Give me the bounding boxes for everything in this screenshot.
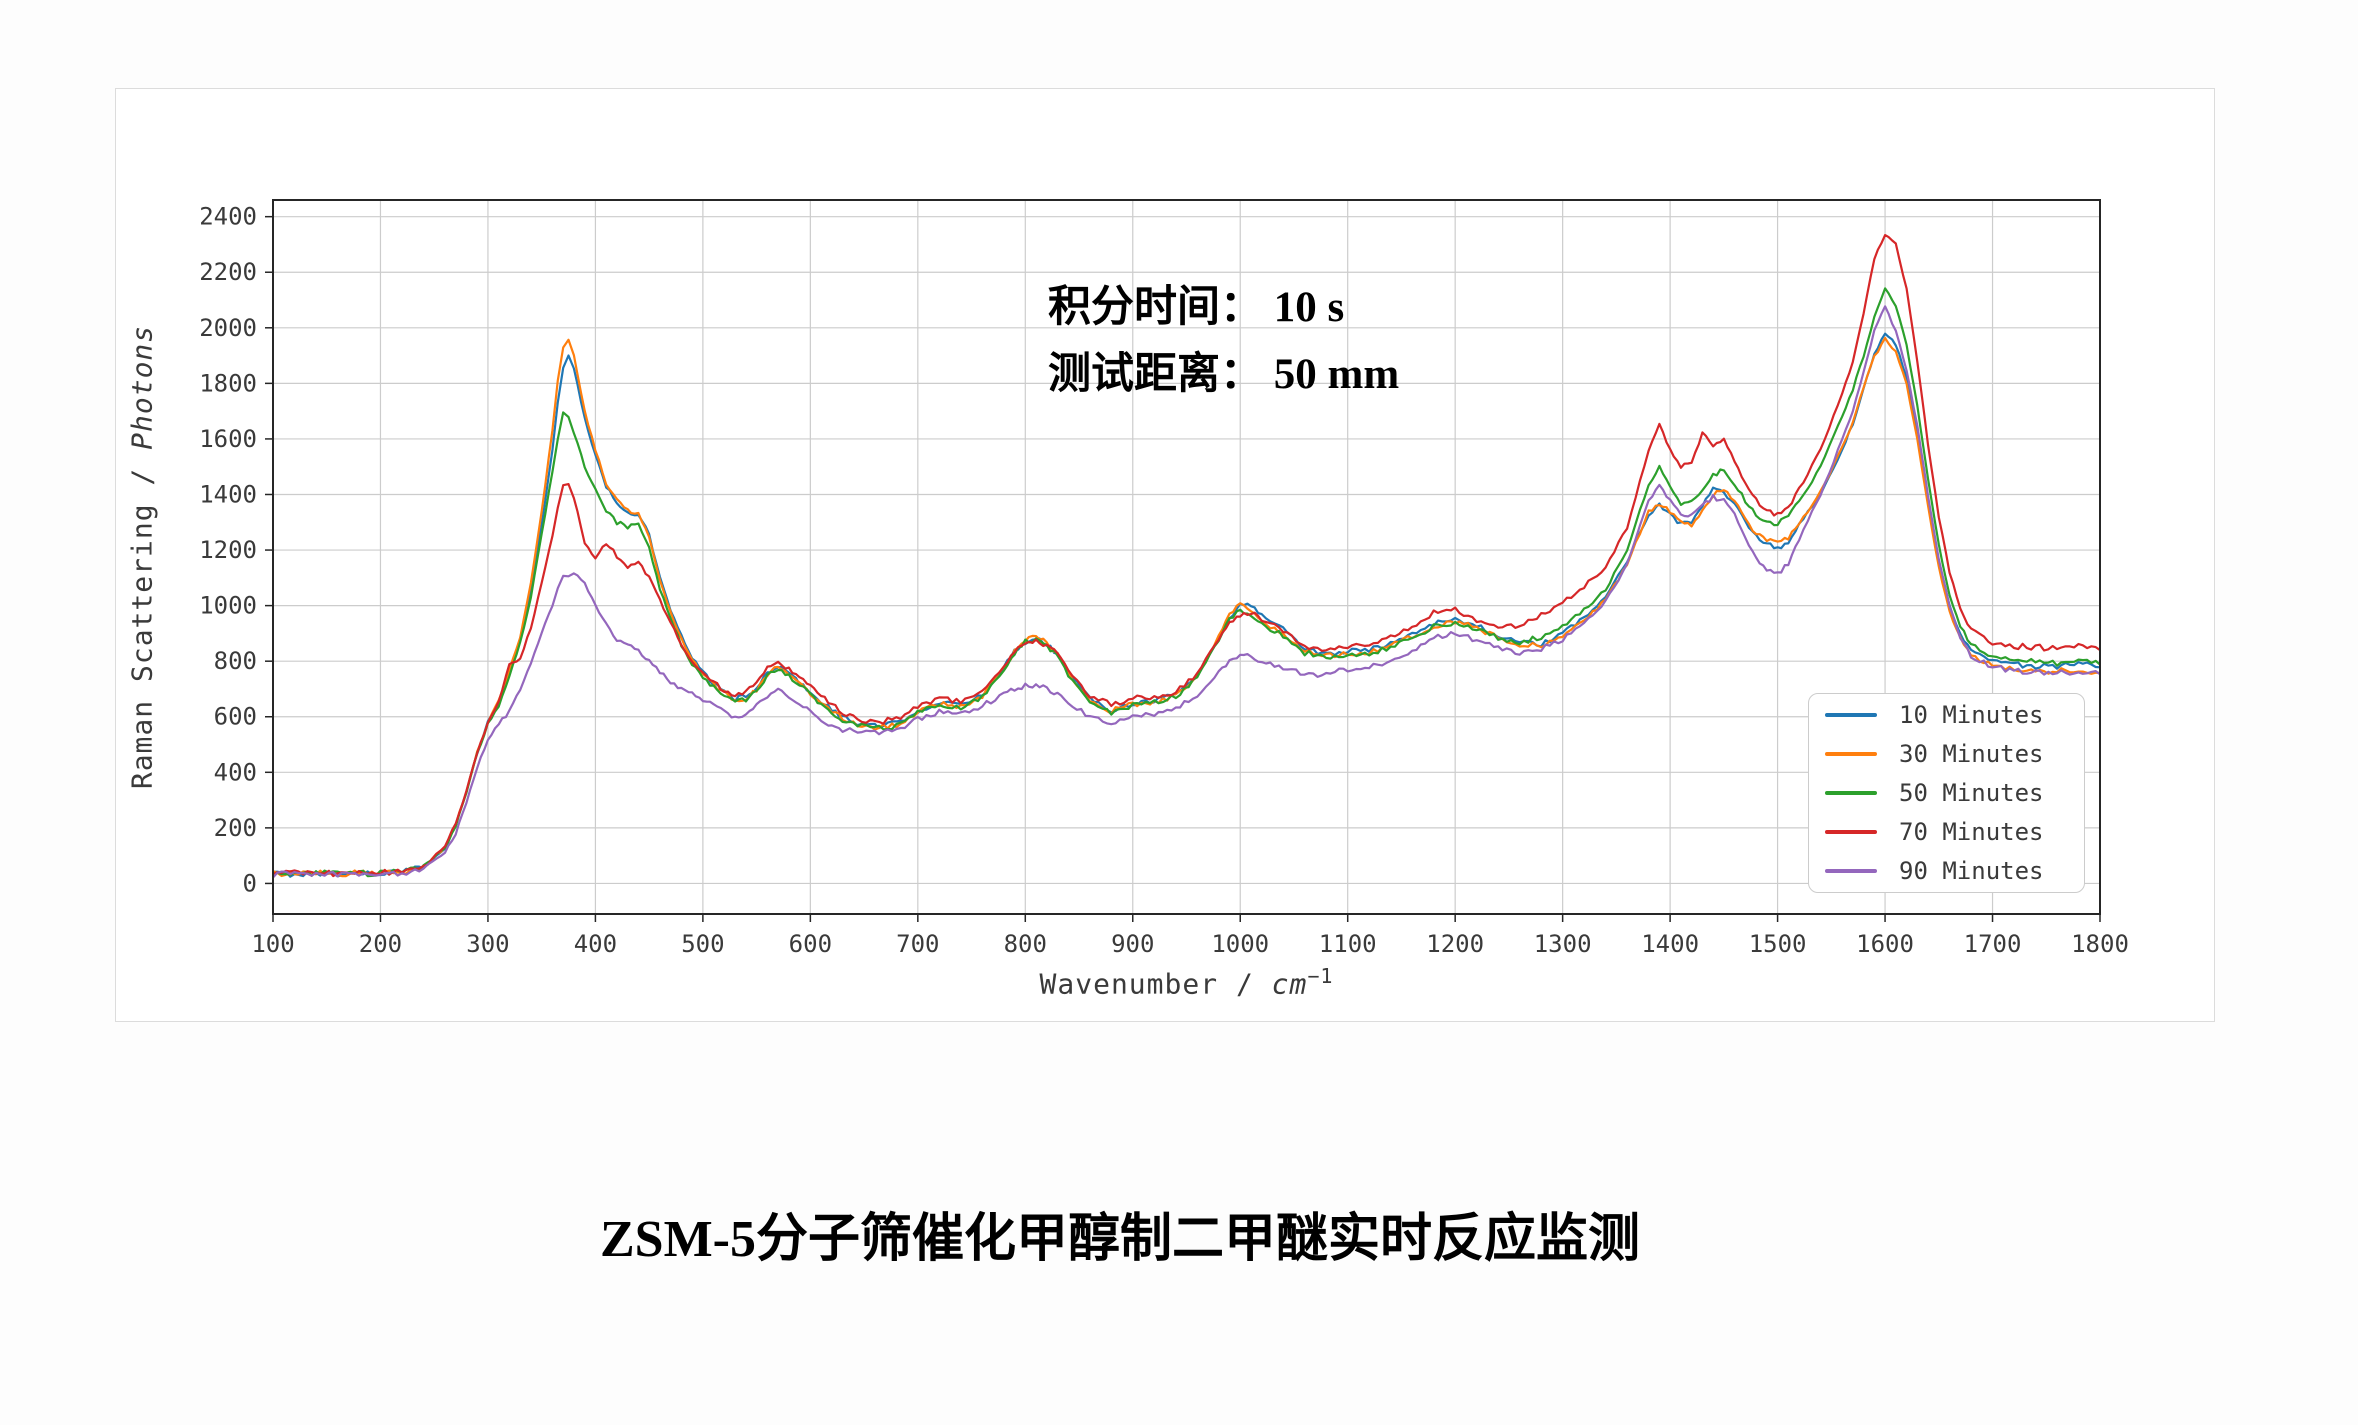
x-axis-title-unit: cm — [1271, 967, 1308, 1001]
legend-swatch-10min — [1825, 713, 1877, 717]
x-tick-label: 800 — [1004, 930, 1047, 958]
y-tick-label: 1200 — [199, 536, 257, 564]
x-axis-title-text: Wavenumber / — [1039, 967, 1272, 1001]
y-tick-label: 400 — [214, 758, 257, 786]
y-tick-label: 1400 — [199, 480, 257, 508]
x-tick-label: 1300 — [1534, 930, 1592, 958]
y-tick-label: 600 — [214, 703, 257, 731]
x-tick-label: 1800 — [2071, 930, 2129, 958]
series-line-50-minutes — [273, 287, 2100, 878]
legend-label-90min: 90 Minutes — [1899, 857, 2044, 885]
x-tick-label: 1000 — [1211, 930, 1269, 958]
plot-frame — [265, 199, 2101, 922]
legend-item-70min: 70 Minutes — [1825, 813, 2084, 852]
annotation-line-integration-time: 积分时间： 10 s — [1048, 284, 1345, 331]
x-tick-label: 1200 — [1426, 930, 1484, 958]
x-tick-label: 400 — [574, 930, 617, 958]
series-line-90-minutes — [273, 305, 2100, 879]
x-tick-label: 300 — [466, 930, 509, 958]
x-tick-labels: 100 200 300 400 500 600 700 800 900 1000 1100 1200 1… — [251, 930, 2129, 958]
legend-swatch-70min — [1825, 830, 1877, 834]
x-tick-label: 1600 — [1856, 930, 1914, 958]
legend-swatch-50min — [1825, 791, 1877, 795]
legend-item-30min: 30 Minutes — [1825, 735, 2084, 774]
series-lines — [273, 234, 2100, 879]
x-tick-label: 1700 — [1964, 930, 2022, 958]
y-axis-title-text: Raman Scattering / — [125, 449, 159, 790]
x-tick-label: 1500 — [1749, 930, 1807, 958]
y-tick-label: 800 — [214, 647, 257, 675]
y-axis-title-unit: Photons — [125, 324, 159, 450]
y-tick-label: 1000 — [199, 592, 257, 620]
legend-label-70min: 70 Minutes — [1899, 818, 2044, 846]
legend-item-50min: 50 Minutes — [1825, 774, 2084, 813]
legend: 10 Minutes 30 Minutes 50 Minutes 70 Minu… — [1808, 693, 2085, 893]
legend-label-50min: 50 Minutes — [1899, 779, 2044, 807]
y-tick-label: 200 — [214, 814, 257, 842]
x-tick-label: 500 — [681, 930, 724, 958]
x-tick-label: 1400 — [1641, 930, 1699, 958]
x-axis-title-exponent: −1 — [1307, 964, 1334, 988]
annotation-line-test-distance: 测试距离： 50 mm — [1048, 351, 1400, 398]
y-tick-label: 1800 — [199, 369, 257, 397]
x-tick-label: 100 — [251, 930, 294, 958]
series-line-30-minutes — [273, 336, 2100, 878]
x-tick-label: 900 — [1111, 930, 1154, 958]
legend-label-30min: 30 Minutes — [1899, 740, 2044, 768]
x-tick-label: 1100 — [1319, 930, 1377, 958]
y-axis-title: Raman Scattering / Photons — [126, 325, 159, 789]
y-tick-labels: 0 200 400 600 800 1000 1200 1400 1600 1800 2000 220… — [199, 203, 257, 898]
legend-item-90min: 90 Minutes — [1825, 852, 2084, 891]
x-tick-label: 700 — [896, 930, 939, 958]
x-tick-label: 600 — [789, 930, 832, 958]
x-tick-label: 200 — [359, 930, 402, 958]
legend-swatch-90min — [1825, 869, 1877, 873]
series-line-70-minutes — [273, 234, 2100, 878]
x-axis-title: Wavenumber / cm−1 — [273, 964, 2100, 1000]
plot-border — [272, 199, 2101, 915]
y-tick-label: 1600 — [199, 425, 257, 453]
y-tick-label: 2400 — [199, 203, 257, 231]
page-title: ZSM-5分子筛催化甲醇制二甲醚实时反应监测 — [599, 1211, 1640, 1268]
y-tick-label: 0 — [243, 869, 257, 897]
legend-label-10min: 10 Minutes — [1899, 701, 2044, 729]
legend-swatch-30min — [1825, 752, 1877, 756]
y-tick-label: 2000 — [199, 314, 257, 342]
measurement-annotation: 积分时间： 10 s 测试距离： 50 mm — [1048, 274, 1399, 408]
legend-item-10min: 10 Minutes — [1825, 696, 2084, 735]
y-tick-label: 2200 — [199, 258, 257, 286]
